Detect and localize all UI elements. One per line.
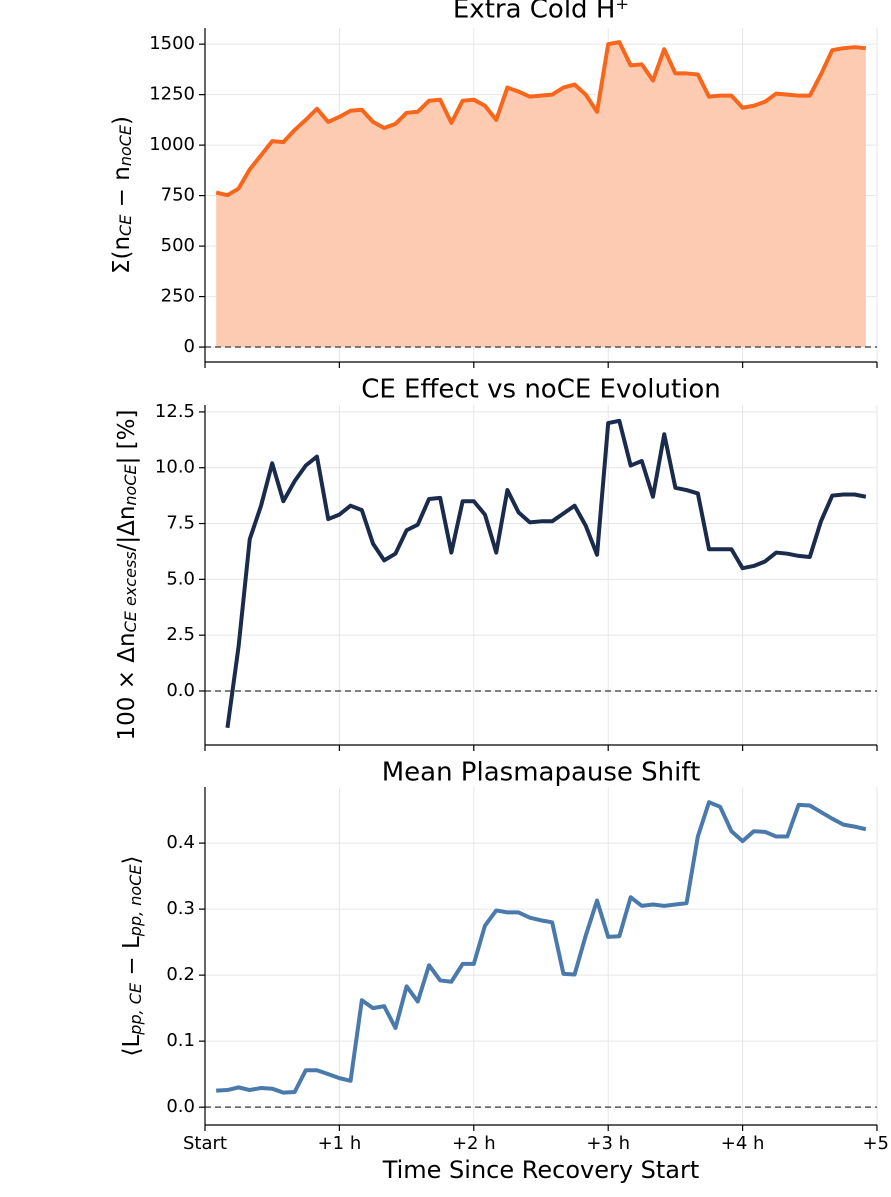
y-axis-label-part: CE excess [121,551,140,632]
y-tick-label: 0.0 [166,1096,195,1117]
chart-title: CE Effect vs noCE Evolution [361,375,721,405]
x-tick-label: +4 h [721,1133,765,1154]
y-axis-label-part: pp, CE [126,982,145,1036]
chart-title: Extra Cold H⁺ [453,0,629,25]
y-axis-label-part: Σ(n [109,236,135,274]
y-tick-label: 7.5 [166,513,195,534]
y-tick-label: 2.5 [166,624,195,645]
y-axis-label-part: ) [109,116,135,125]
y-tick-label: 10.0 [155,457,195,478]
y-tick-label: 12.5 [155,401,195,422]
y-axis-label-part: noCE [116,124,135,166]
x-tick-label: +2 h [452,1133,496,1154]
y-tick-label: 750 [161,185,195,206]
y-axis-label-part: pp, noCE [126,864,145,938]
y-axis-label-part: ⟨L [119,1035,145,1057]
y-tick-label: 250 [161,286,195,307]
y-tick-label: 0.3 [166,898,195,919]
y-axis-label-part: /|Δn [114,506,140,552]
y-tick-label: 0.1 [166,1030,195,1051]
y-axis-label-part: − n [109,166,135,214]
line [216,800,867,1095]
y-tick-label: 0.4 [166,832,195,853]
x-tick-label: +3 h [586,1133,630,1154]
y-tick-label: 1250 [149,84,195,105]
line [215,40,867,198]
y-tick-label: 1000 [149,134,195,155]
y-axis-label-part: noCE [121,463,140,505]
y-tick-label: 0 [184,336,195,357]
y-tick-label: 1500 [149,33,195,54]
y-tick-label: 5.0 [166,568,195,589]
chart-title: Mean Plasmapause Shift [382,758,701,788]
y-tick-label: 0.0 [166,680,195,701]
y-axis-label: Σ(nCE − nnoCE) [109,116,135,274]
y-axis-label: ⟨Lpp, CE − Lpp, noCE⟩ [119,856,145,1057]
y-axis-label-part: ⟩ [119,856,145,865]
x-tick-label: +1 h [318,1133,362,1154]
x-axis-label: Time Since Recovery Start [382,1156,700,1184]
line [225,418,867,729]
y-axis-label: 100 × ΔnCE excess/|ΔnnoCE| [%] [114,409,140,740]
y-axis-label-part: 100 × Δn [114,632,140,740]
x-tick-label: +5 [862,1133,889,1154]
y-axis-label-part: − L [119,936,145,983]
area [216,42,866,348]
x-tick-label: Start [183,1133,227,1154]
y-axis-label-part: CE [116,214,135,236]
y-tick-label: 0.2 [166,964,195,985]
y-tick-label: 500 [161,235,195,256]
y-axis-label-part: | [%] [114,409,140,464]
